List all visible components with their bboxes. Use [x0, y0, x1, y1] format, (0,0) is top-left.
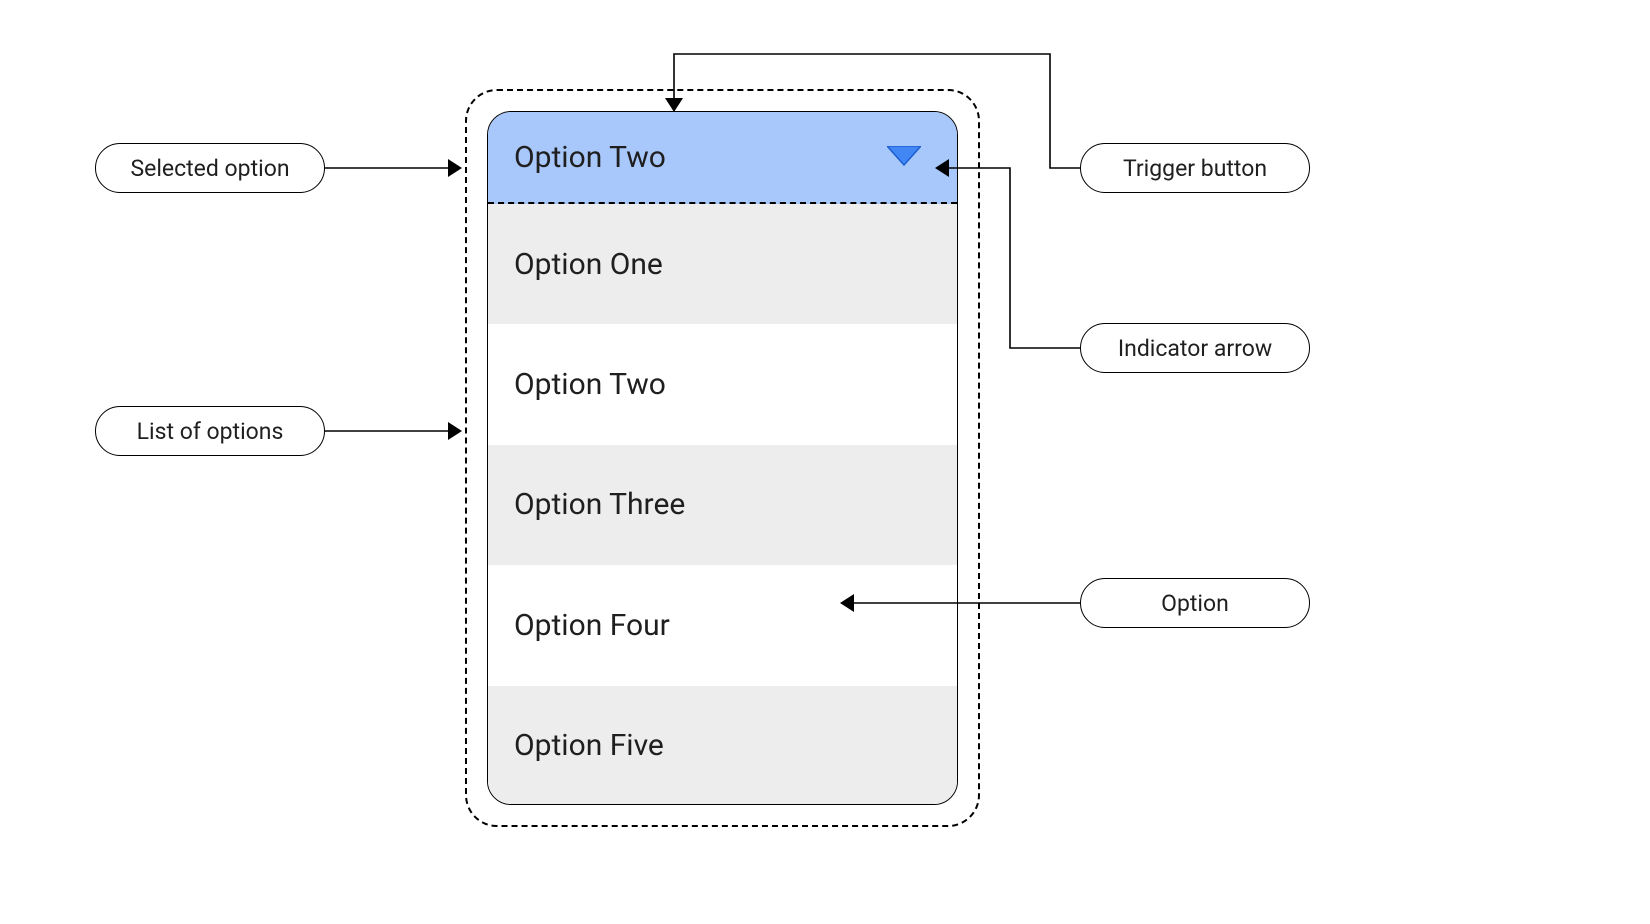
selected-option-label: Option Two [514, 140, 666, 175]
option-label: Option Two [514, 367, 666, 402]
dropdown-component: Option Two Option One Option Two Option Th… [487, 111, 958, 805]
option-label: Option Four [514, 608, 670, 643]
indicator-arrow-icon [887, 146, 921, 168]
trigger-button[interactable]: Option Two [488, 112, 957, 204]
diagram: Option Two Option One Option Two Option Th… [0, 0, 1650, 924]
option-item[interactable]: Option Five [488, 686, 957, 805]
option-label: Option Three [514, 487, 685, 522]
callout-list-of-options: List of options [95, 406, 325, 456]
option-item[interactable]: Option Four [488, 565, 957, 685]
option-item[interactable]: Option Three [488, 445, 957, 565]
callout-indicator-arrow: Indicator arrow [1080, 323, 1310, 373]
callout-selected-option: Selected option [95, 143, 325, 193]
option-item[interactable]: Option Two [488, 324, 957, 444]
options-list: Option One Option Two Option Three Option F… [488, 204, 957, 805]
option-label: Option Five [514, 728, 664, 763]
callout-trigger-button: Trigger button [1080, 143, 1310, 193]
option-item[interactable]: Option One [488, 204, 957, 324]
option-label: Option One [514, 247, 663, 282]
callout-option: Option [1080, 578, 1310, 628]
